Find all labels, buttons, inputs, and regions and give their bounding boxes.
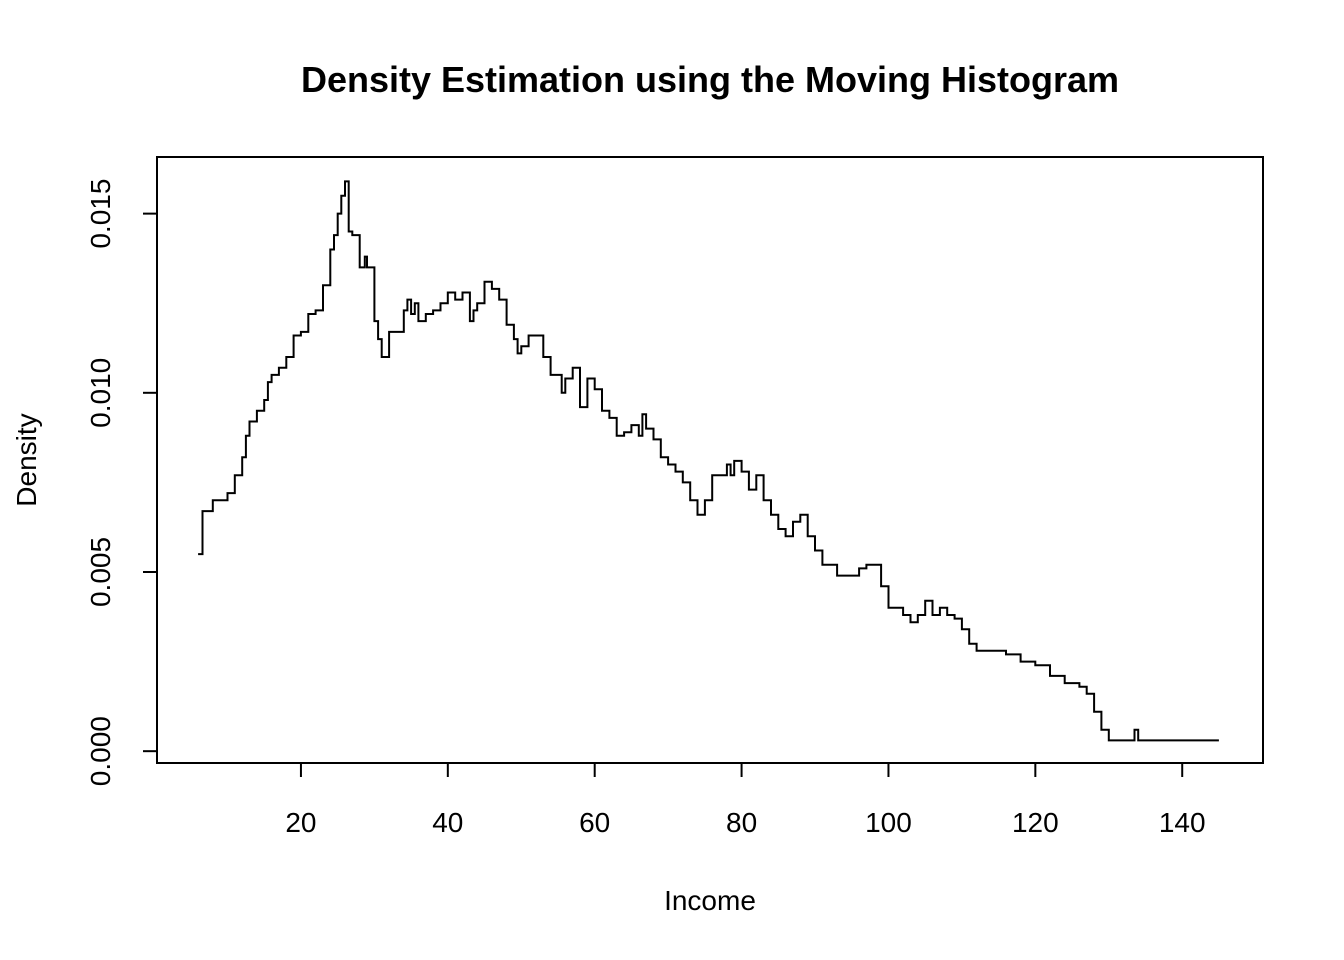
density-line-series-0 [198, 180, 1219, 742]
x-tick-label: 120 [1012, 807, 1059, 838]
series-layer [198, 180, 1219, 742]
y-tick-label: 0.015 [85, 179, 116, 249]
x-tick-label: 60 [579, 807, 610, 838]
y-tick-label: 0.000 [85, 716, 116, 786]
x-tick-label: 80 [726, 807, 757, 838]
x-tick-label: 100 [865, 807, 912, 838]
y-tick-label: 0.005 [85, 537, 116, 607]
y-tick-label: 0.010 [85, 358, 116, 428]
x-tick-label: 40 [432, 807, 463, 838]
y-axis-label: Density [11, 413, 42, 506]
x-axis-label: Income [664, 885, 756, 916]
x-tick-label: 140 [1159, 807, 1206, 838]
chart-title: Density Estimation using the Moving Hist… [301, 59, 1119, 100]
plot-frame [156, 156, 1264, 764]
y-axis: 0.000 0.005 0.010 0.015 [85, 179, 158, 786]
x-tick-label: 20 [285, 807, 316, 838]
x-axis: 20 40 60 80 100 120 140 [285, 762, 1206, 838]
